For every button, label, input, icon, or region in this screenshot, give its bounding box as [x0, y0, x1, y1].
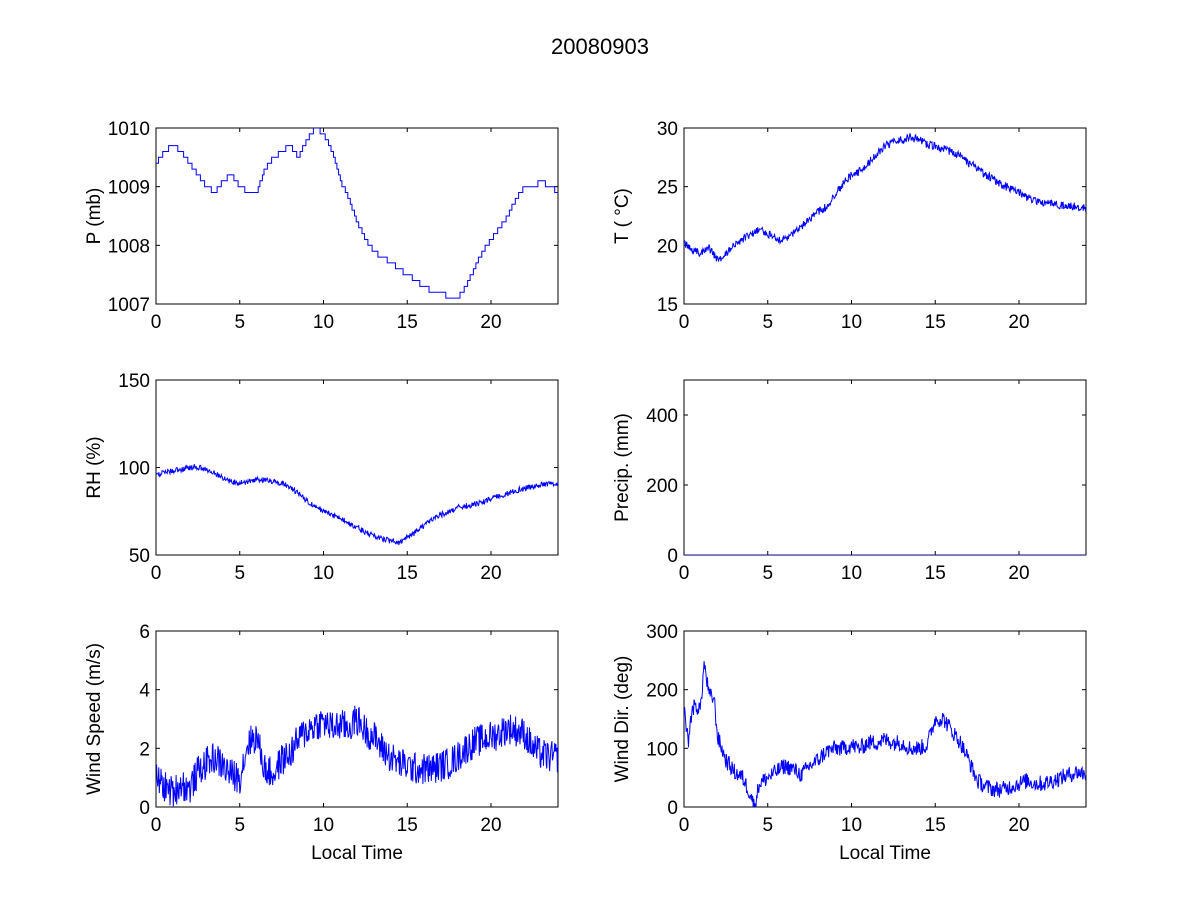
y-tick-label: 150: [118, 371, 150, 392]
x-tick-label: 5: [762, 815, 773, 836]
series-line-wind-direction: [684, 661, 1086, 807]
x-tick-label: 15: [397, 312, 418, 333]
y-tick-label: 0: [139, 798, 150, 819]
x-tick-label: 10: [841, 312, 862, 333]
y-tick-label: 300: [646, 622, 678, 643]
x-tick-label: 5: [234, 312, 245, 333]
panel-temperature: 0 5 10 15 20 15 20 25 30 T ( °C): [612, 119, 1087, 333]
y-tick-label: 100: [118, 459, 150, 480]
y-axis-label: P (mb): [84, 188, 105, 245]
x-tick-label: 0: [151, 815, 162, 836]
y-axis-label: T ( °C): [612, 188, 633, 244]
x-tick-label: 20: [1008, 563, 1029, 584]
series-line-wind-speed: [156, 705, 558, 807]
y-tick-label: 20: [657, 236, 678, 257]
y-axis-label: Wind Speed (m/s): [84, 643, 105, 795]
x-tick-label: 15: [397, 563, 418, 584]
y-tick-label: 200: [646, 681, 678, 702]
y-axis-label: RH (%): [84, 436, 105, 498]
x-tick-label: 10: [313, 312, 334, 333]
y-tick-label: 15: [657, 295, 678, 316]
series-line-relative-humidity: [156, 464, 558, 545]
x-tick-label: 0: [151, 563, 162, 584]
x-tick-label: 20: [1008, 312, 1029, 333]
x-tick-label: 20: [480, 815, 501, 836]
y-tick-label: 1009: [108, 178, 150, 199]
x-tick-label: 15: [925, 312, 946, 333]
x-tick-label: 10: [313, 815, 334, 836]
y-tick-label: 50: [129, 546, 150, 567]
x-tick-label: 5: [234, 815, 245, 836]
y-tick-label: 0: [667, 546, 678, 567]
plot-frame: [683, 630, 1087, 808]
x-tick-label: 15: [925, 815, 946, 836]
x-tick-label: 15: [397, 815, 418, 836]
y-tick-label: 6: [139, 622, 150, 643]
series-line-temperature: [684, 133, 1086, 263]
x-tick-label: 10: [841, 815, 862, 836]
y-tick-label: 200: [646, 476, 678, 497]
x-tick-label: 5: [762, 312, 773, 333]
series-line-pressure: [156, 128, 558, 299]
x-tick-label: 0: [679, 312, 690, 333]
y-tick-label: 100: [646, 739, 678, 760]
y-tick-label: 1007: [108, 295, 150, 316]
plot-frame: [683, 127, 1087, 305]
panel-wind-speed: 0 5 10 15 20 0 2 4 6 Wind Speed (m/s) Local Time: [84, 622, 559, 864]
x-tick-label: 10: [841, 563, 862, 584]
x-axis-label: Local Time: [311, 843, 403, 864]
x-tick-label: 15: [925, 563, 946, 584]
x-tick-label: 0: [679, 563, 690, 584]
x-tick-label: 0: [679, 815, 690, 836]
panel-relative-humidity: 0 5 10 15 20 50 100 150 RH (%): [84, 371, 559, 584]
y-tick-label: 25: [657, 178, 678, 199]
x-tick-label: 0: [151, 312, 162, 333]
plot-frame: [683, 379, 1087, 556]
y-tick-label: 1008: [108, 236, 150, 257]
plot-frame: [155, 379, 559, 556]
x-tick-label: 20: [480, 312, 501, 333]
y-tick-label: 400: [646, 406, 678, 427]
x-tick-label: 5: [762, 563, 773, 584]
figure-title: 20080903: [551, 34, 649, 59]
y-axis-label: Precip. (mm): [612, 413, 633, 522]
y-tick-label: 2: [139, 739, 150, 760]
y-tick-label: 30: [657, 119, 678, 140]
y-axis-label: Wind Dir. (deg): [612, 656, 633, 783]
x-tick-label: 5: [234, 563, 245, 584]
panel-pressure: 0 5 10 15 20 1007 1008 1009 1010 P (mb): [84, 119, 559, 333]
plot-frame: [155, 127, 559, 305]
x-tick-label: 20: [1008, 815, 1029, 836]
y-tick-label: 4: [139, 681, 150, 702]
x-axis-label: Local Time: [839, 843, 931, 864]
x-tick-label: 10: [313, 563, 334, 584]
x-tick-label: 20: [480, 563, 501, 584]
y-tick-label: 1010: [108, 119, 150, 140]
y-tick-label: 0: [667, 798, 678, 819]
